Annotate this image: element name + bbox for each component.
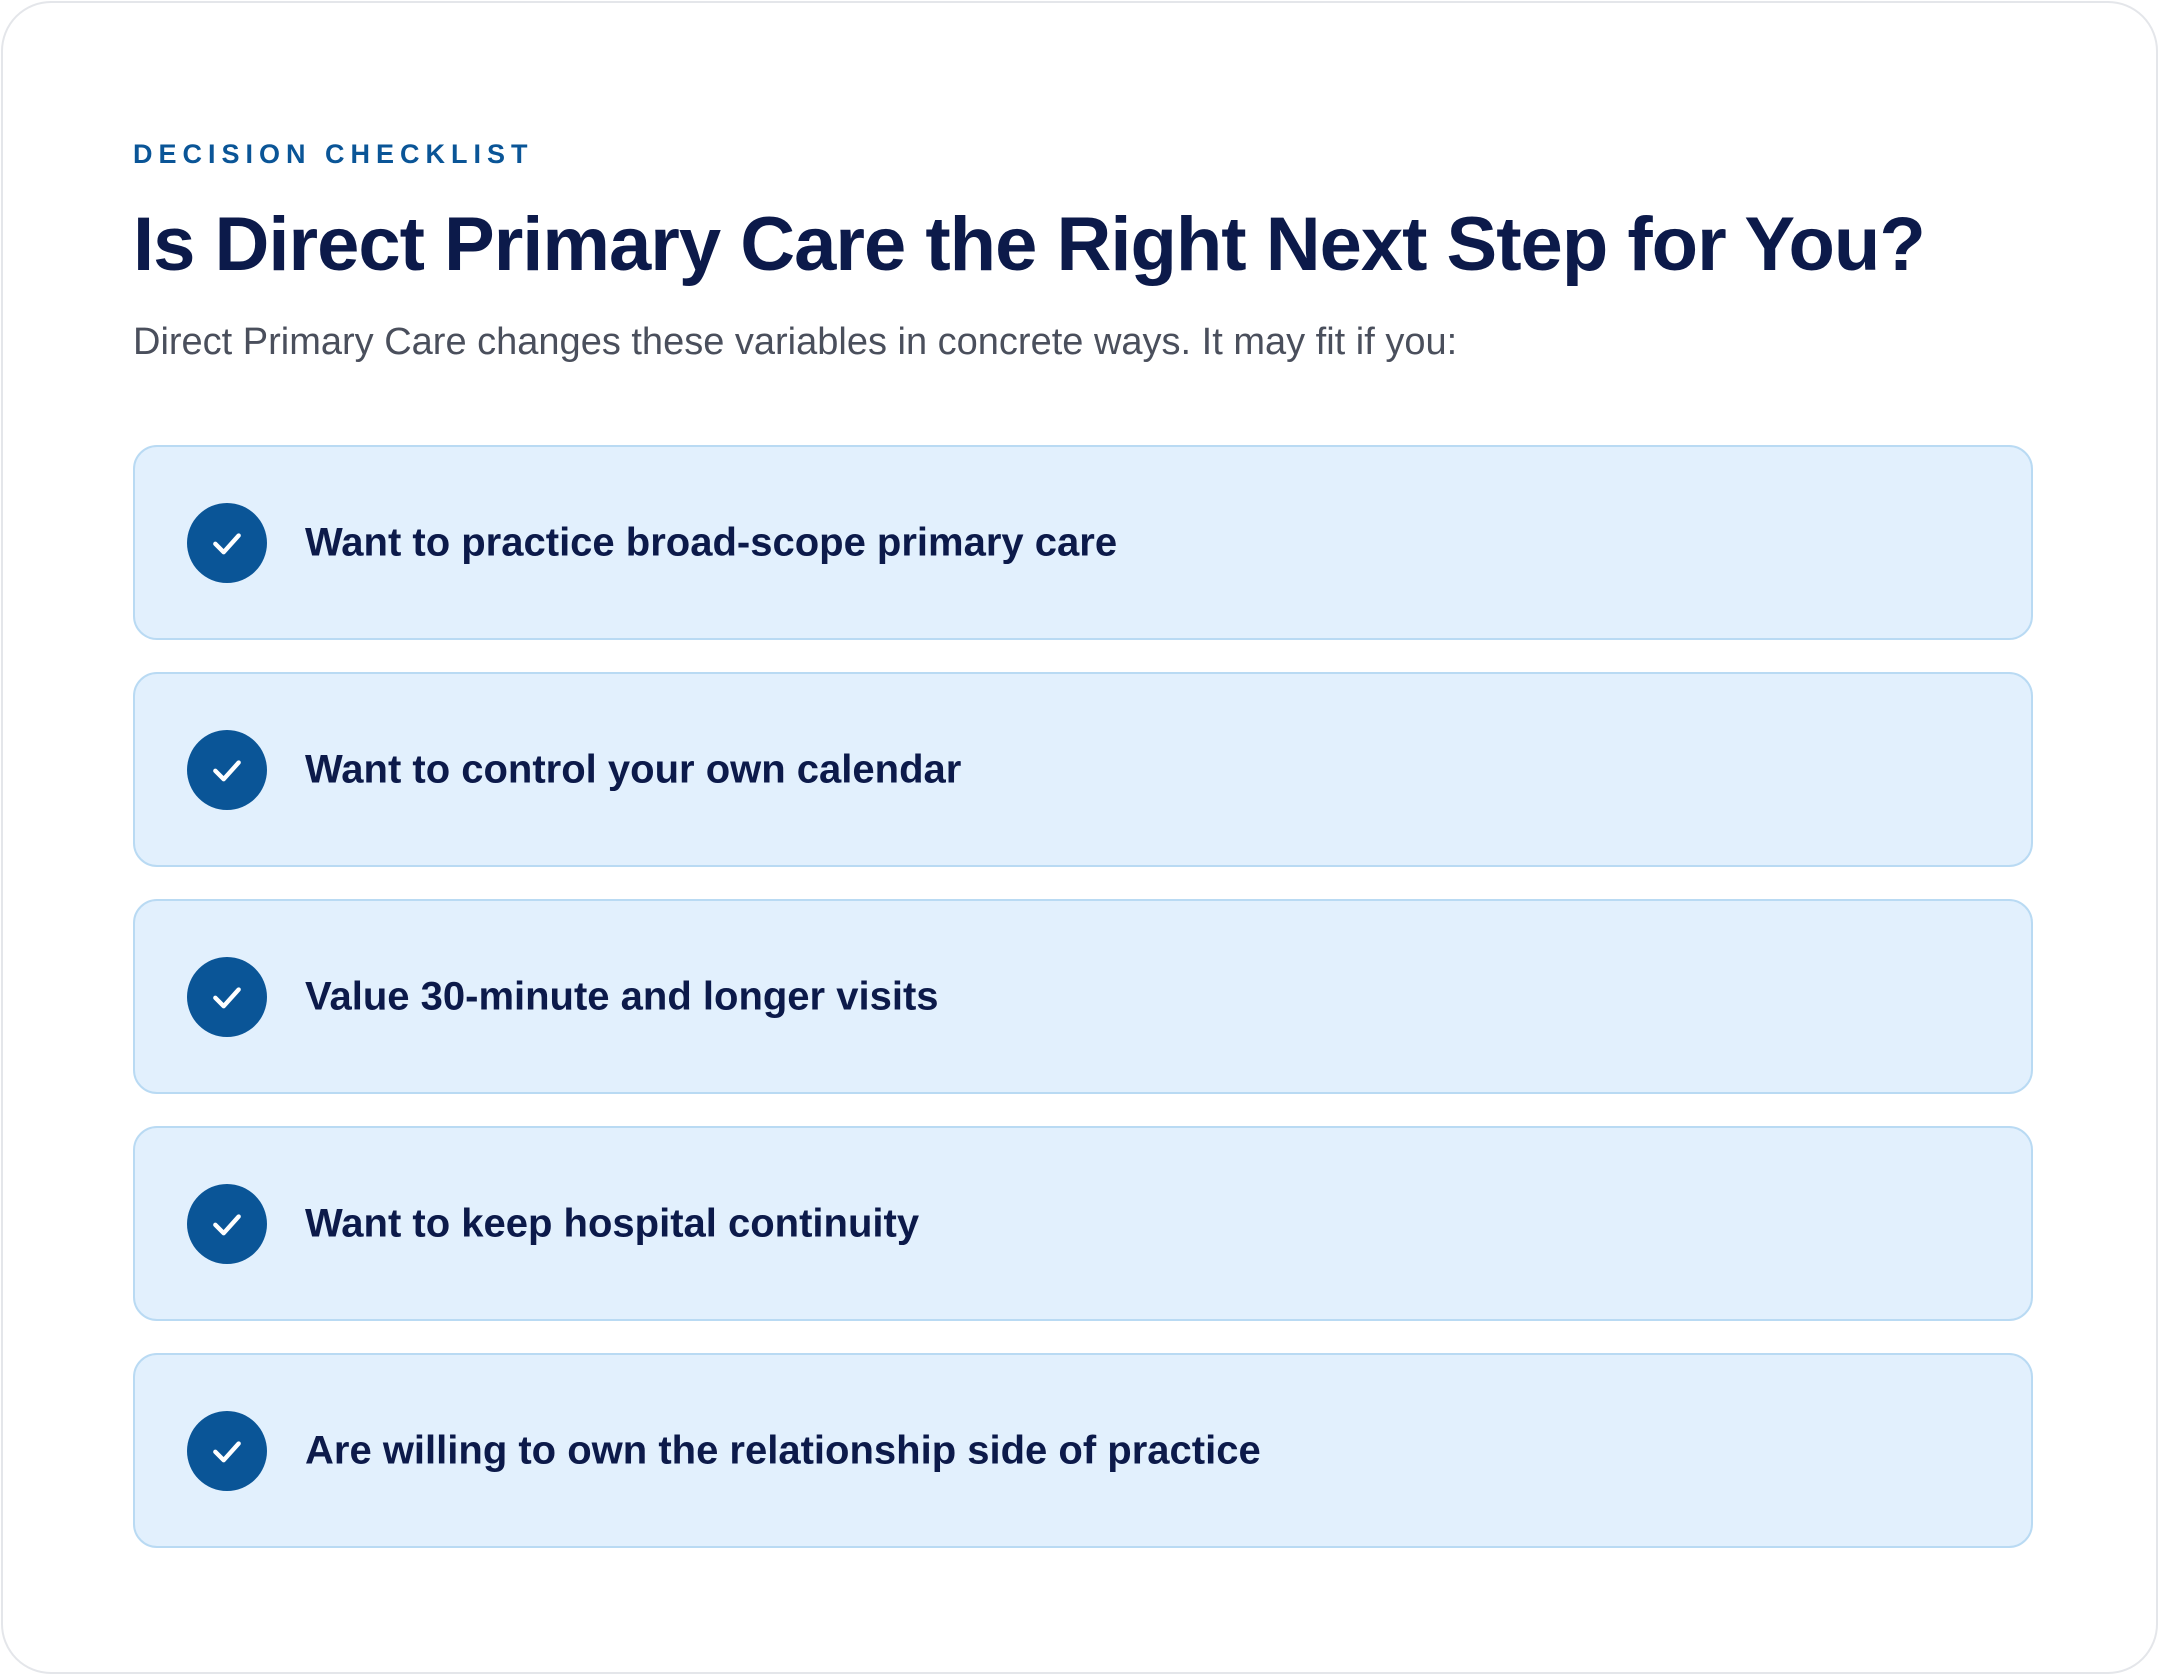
check-circle-icon xyxy=(187,502,267,583)
checklist-item[interactable]: Want to keep hospital continuity xyxy=(133,1126,2033,1321)
checklist-item-label: Value 30-minute and longer visits xyxy=(305,974,939,1018)
checklist-item-label: Want to control your own calendar xyxy=(305,747,962,791)
checklist-item-label: Want to keep hospital continuity xyxy=(305,1201,920,1245)
checklist-item[interactable]: Want to control your own calendar xyxy=(133,672,2033,867)
checklist-item-label: Are willing to own the relationship side… xyxy=(305,1428,1261,1472)
checklist-item[interactable]: Value 30-minute and longer visits xyxy=(133,899,2033,1094)
check-circle-icon xyxy=(187,1183,267,1264)
check-circle-icon xyxy=(187,1410,267,1491)
checklist-item[interactable]: Are willing to own the relationship side… xyxy=(133,1353,2033,1548)
page-subtitle: Direct Primary Care changes these variab… xyxy=(133,321,1458,363)
checklist-item-label: Want to practice broad-scope primary car… xyxy=(305,520,1118,564)
decision-checklist: Want to practice broad-scope primary car… xyxy=(133,445,2033,1580)
check-circle-icon xyxy=(187,729,267,810)
eyebrow-label: DECISION CHECKLIST xyxy=(133,139,534,169)
check-circle-icon xyxy=(187,956,267,1037)
checklist-item[interactable]: Want to practice broad-scope primary car… xyxy=(133,445,2033,640)
page-title: Is Direct Primary Care the Right Next St… xyxy=(133,202,1926,287)
